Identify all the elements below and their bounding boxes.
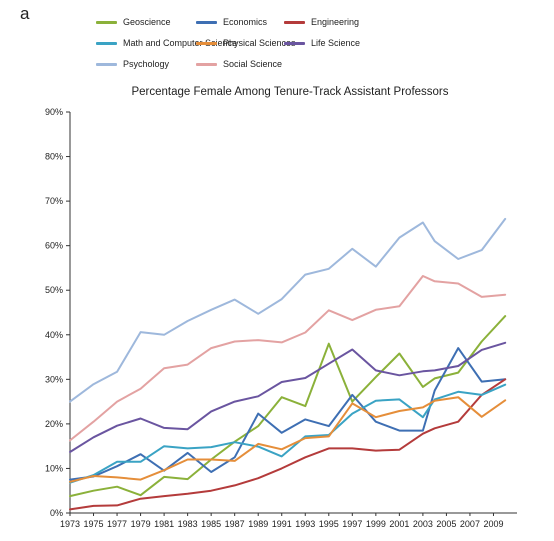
x-tick-label: 1979 — [131, 519, 151, 529]
legend-swatch — [96, 62, 117, 66]
x-tick-label: 1999 — [366, 519, 386, 529]
x-tick-label: 1997 — [342, 519, 362, 529]
x-tick-label: 1991 — [272, 519, 292, 529]
x-tick-label: 1973 — [60, 519, 80, 529]
legend-swatch — [196, 41, 217, 45]
x-tick-label: 2009 — [483, 519, 503, 529]
legend-item-math-and-computer-science: Math and Computer Science — [96, 38, 237, 48]
series-line-psychology — [69, 217, 507, 403]
y-tick-label: 70% — [45, 196, 63, 206]
legend-swatch — [196, 62, 217, 66]
legend-label: Geoscience — [123, 17, 171, 27]
legend-label: Engineering — [311, 17, 360, 27]
x-tick-label: 1975 — [84, 519, 104, 529]
legend-swatch — [284, 41, 305, 45]
series-line-engineering — [69, 378, 507, 511]
legend-item-psychology: Psychology — [96, 59, 169, 69]
legend-label: Economics — [223, 17, 268, 27]
y-tick-label: 60% — [45, 241, 63, 251]
legend-item-engineering: Engineering — [284, 17, 359, 27]
x-tick-label: 1995 — [319, 519, 339, 529]
x-tick-label: 1989 — [248, 519, 268, 529]
x-tick-label: 1977 — [107, 519, 127, 529]
legend-label: Life Science — [311, 38, 361, 48]
y-tick-label: 40% — [45, 330, 63, 340]
series-line-life-science — [69, 341, 507, 453]
panel-label: a — [20, 4, 30, 23]
legend-label: Social Science — [223, 59, 283, 69]
x-tick-label: 2003 — [413, 519, 433, 529]
legend-swatch — [196, 20, 217, 24]
legend-swatch — [96, 20, 117, 24]
y-tick-label: 20% — [45, 419, 63, 429]
y-tick-label: 50% — [45, 285, 63, 295]
legend-label: Physical Sciences — [223, 38, 296, 48]
x-tick-label: 1981 — [154, 519, 174, 529]
legend-swatch — [96, 41, 117, 45]
series-line-economics — [69, 347, 507, 481]
series-line-physical-sciences — [69, 396, 507, 483]
x-tick-label: 1993 — [295, 519, 315, 529]
series-line-geoscience — [69, 315, 507, 498]
legend-item-social-science: Social Science — [196, 59, 282, 69]
x-tick-label: 2005 — [436, 519, 456, 529]
x-tick-label: 2001 — [389, 519, 409, 529]
legend-label: Psychology — [123, 59, 170, 69]
y-tick-label: 30% — [45, 374, 63, 384]
series-line-social-science — [69, 275, 507, 442]
legend-item-physical-sciences: Physical Sciences — [196, 38, 296, 48]
legend-item-life-science: Life Science — [284, 38, 360, 48]
chart-legend: Geoscience Economics Engineering Math and C… — [96, 17, 426, 79]
y-tick-label: 90% — [45, 107, 63, 117]
legend-label: Math and Computer Science — [123, 38, 238, 48]
x-tick-label: 1987 — [225, 519, 245, 529]
y-tick-label: 0% — [50, 508, 63, 518]
x-tick-label: 2007 — [460, 519, 480, 529]
chart-title: Percentage Female Among Tenure-Track Ass… — [131, 86, 449, 98]
legend-item-economics: Economics — [196, 17, 267, 27]
y-tick-label: 10% — [45, 463, 63, 473]
y-tick-label: 80% — [45, 152, 63, 162]
x-tick-label: 1985 — [201, 519, 221, 529]
legend-swatch — [284, 20, 305, 24]
x-tick-label: 1983 — [178, 519, 198, 529]
legend-item-geoscience: Geoscience — [96, 17, 171, 27]
